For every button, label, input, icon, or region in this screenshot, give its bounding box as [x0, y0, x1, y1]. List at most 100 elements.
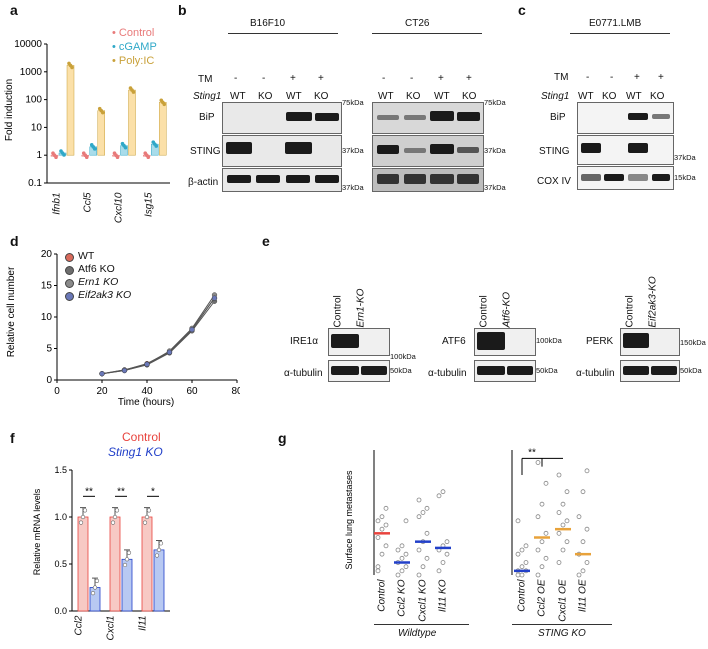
f-sig: ** [117, 486, 125, 497]
e-mw-50a: 50kDa [390, 366, 412, 375]
a-point [131, 90, 136, 94]
c-sting1: Sting1 [541, 91, 570, 102]
c-tm: TM [554, 72, 569, 83]
f-tick-label: 0.0 [54, 606, 67, 616]
g-point [535, 514, 541, 520]
b-geno: KO [258, 91, 273, 102]
f-bar [153, 549, 165, 612]
g-point [539, 501, 545, 507]
b-mw-75r: 75kDa [484, 98, 506, 107]
c-mw-37: 37kDa [674, 153, 696, 162]
a-xlabel: Cxcl10 [113, 192, 124, 224]
f-xlabel: Cxcl1 [105, 615, 117, 641]
panel-f-ylabel: Relative mRNA levels [32, 488, 42, 575]
e-blot-tub2 [474, 360, 536, 382]
g-point [523, 560, 529, 565]
a-point [154, 144, 159, 148]
panel-c-letter: c [518, 2, 526, 18]
g-point [515, 518, 521, 524]
g-point [539, 564, 545, 570]
e-mw-100b: 100kDa [536, 336, 562, 345]
panel-a-letter: a [10, 2, 18, 18]
f-point [82, 508, 88, 513]
e-mw-150: 150kDa [680, 338, 706, 347]
a-bar [159, 102, 167, 156]
d-legend-marker [65, 279, 74, 288]
g-point [580, 539, 586, 545]
c-geno: KO [650, 91, 665, 102]
g-xlabel: Ccl2 KO [396, 579, 408, 617]
g-point [519, 572, 525, 578]
d-legend-label: Ern1 KO [78, 276, 119, 288]
d-series-line [101, 300, 215, 375]
b-geno: WT [378, 91, 394, 102]
e-tubulin-1: α-tubulin [284, 368, 323, 379]
d-ytick-label: 10 [41, 312, 53, 323]
g-point [375, 535, 381, 540]
f-point [146, 508, 152, 513]
d-series-line [101, 294, 215, 375]
g-point [543, 480, 549, 486]
g-point [515, 551, 521, 557]
f-point [158, 541, 164, 546]
g-point [556, 472, 562, 478]
g-point [584, 560, 590, 565]
d-legend-label: WT [78, 250, 95, 262]
panel-f-letter: f [10, 430, 15, 446]
c-cell: E0771.LMB [589, 18, 642, 29]
g-point [519, 547, 525, 553]
d-point [121, 367, 128, 374]
g-point [576, 572, 582, 578]
a-tick-label: 10000 [14, 39, 42, 50]
g-left-line [374, 624, 469, 625]
d-ytick-label: 5 [46, 344, 52, 355]
d-ytick-label: 15 [41, 281, 53, 292]
g-point [564, 489, 570, 495]
e-blot-atf6 [474, 328, 536, 356]
g-point [416, 547, 422, 553]
g-point [395, 572, 401, 578]
b-blot-actin-2 [372, 168, 484, 192]
b-mw-37a: 37kDa [342, 146, 364, 155]
e-tubulin-3: α-tubulin [576, 368, 615, 379]
a-point [115, 155, 120, 159]
f-point [154, 553, 160, 558]
e-ire1: IRE1α [290, 336, 319, 347]
f-bar [77, 516, 89, 612]
d-legend-marker [65, 253, 74, 262]
g-point [576, 514, 582, 520]
c-row-bip: BiP [550, 112, 566, 123]
f-sig: ** [85, 486, 93, 497]
f-tick-label: 1.5 [54, 465, 67, 475]
g-right-line [512, 624, 612, 625]
b-tm-val: - [410, 73, 414, 84]
g-point [556, 510, 562, 515]
d-legend-label: Atf6 KO [78, 263, 115, 275]
b-row-sting: STING [190, 146, 221, 157]
g-point [440, 489, 446, 495]
f-point [114, 508, 120, 513]
b-cell2: CT26 [405, 18, 430, 29]
g-point [560, 522, 566, 528]
f-point [80, 514, 86, 520]
c-line [570, 33, 670, 34]
panel-b-letter: b [178, 2, 187, 18]
g-point [420, 564, 426, 570]
d-xtick-label: 80 [231, 386, 240, 397]
a-bar [128, 89, 136, 156]
b-blot-sting-2 [372, 135, 484, 167]
b-blot-actin-1 [222, 168, 342, 192]
g-xlabel: Ccl2 OE [536, 579, 548, 617]
panel-a-ylabel: Fold induction [4, 79, 15, 141]
b-mw-75: 75kDa [342, 98, 364, 107]
g-right-group: STING KO [538, 628, 586, 639]
g-point [515, 572, 521, 578]
e-perk: PERK [586, 336, 614, 347]
d-legend-label: Eif2ak3 KO [78, 289, 132, 301]
d-xtick-label: 40 [141, 386, 153, 397]
panel-d-chart: 20 15 10 5 00 20 40 60 80 Relative cell number T… [6, 249, 240, 408]
b-mw-37ar: 37kDa [484, 146, 506, 155]
a-point [62, 153, 66, 157]
g-point [535, 460, 541, 465]
b-tm-val: + [290, 73, 296, 84]
